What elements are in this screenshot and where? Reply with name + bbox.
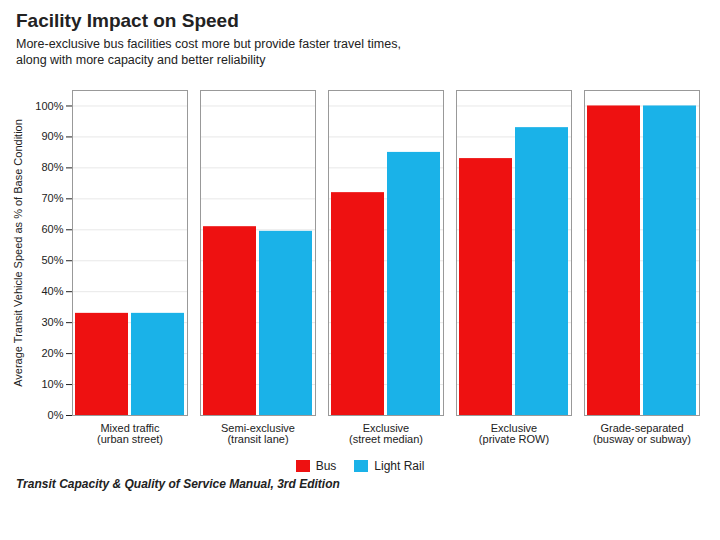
svg-text:40%: 40% <box>41 285 63 297</box>
svg-text:Mixed traffic(urban street): Mixed traffic(urban street) <box>97 422 163 445</box>
svg-text:60%: 60% <box>41 223 63 235</box>
svg-text:Exclusive(street median): Exclusive(street median) <box>349 422 423 445</box>
html-text:along with more capacity and b: along with more capacity and better reli… <box>16 53 266 67</box>
html-text:More-exclusive bus facilities: More-exclusive bus facilities cost more … <box>16 37 401 51</box>
svg-text:50%: 50% <box>41 254 63 266</box>
svg-text:10%: 10% <box>41 378 63 390</box>
svg-text:90%: 90% <box>41 130 63 142</box>
svg-text:0%: 0% <box>48 409 64 421</box>
svg-text:70%: 70% <box>41 192 63 204</box>
html-text:Light Rail: Light Rail <box>374 459 425 473</box>
svg-text:100%: 100% <box>35 99 63 111</box>
svg-text:Semi-exclusive(transit lane): Semi-exclusive(transit lane) <box>221 422 295 445</box>
svg-text:80%: 80% <box>41 161 63 173</box>
html-text:Transit Capacity & Quality of: Transit Capacity & Quality of Service Ma… <box>16 477 340 491</box>
svg-text:20%: 20% <box>41 347 63 359</box>
svg-text:30%: 30% <box>41 316 63 328</box>
svg-text:Average Transit Vehicle Speed: Average Transit Vehicle Speed as % of Ba… <box>12 119 24 387</box>
svg-text:Grade-separated(busway or subw: Grade-separated(busway or subway) <box>593 422 691 445</box>
svg-text:Exclusive(private ROW): Exclusive(private ROW) <box>479 422 549 445</box>
html-text:Facility Impact on Speed: Facility Impact on Speed <box>16 10 239 31</box>
html-text:Bus: Bus <box>315 459 337 473</box>
